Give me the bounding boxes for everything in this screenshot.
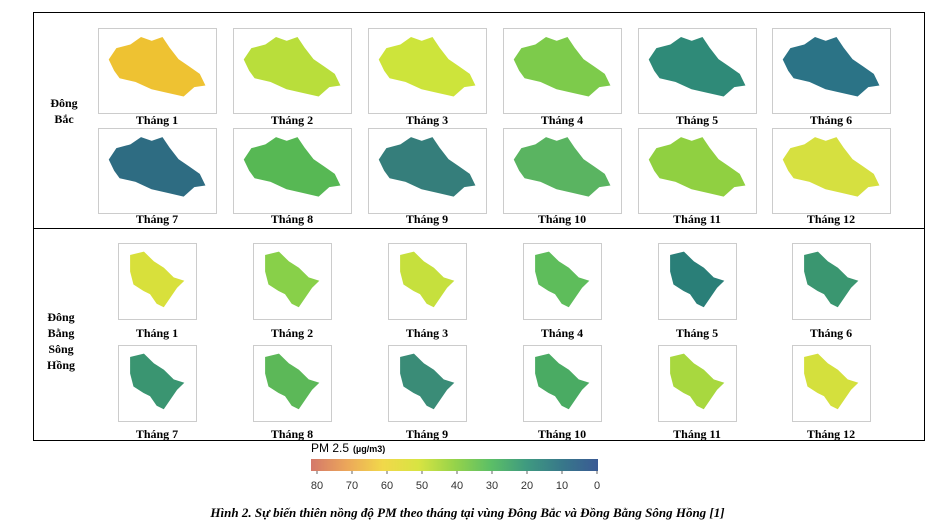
region-label: Đông Bắc <box>50 96 78 126</box>
panel-frame <box>33 12 925 441</box>
map-area <box>782 137 880 197</box>
month-label: Tháng 9 <box>406 427 448 441</box>
map-area <box>108 37 206 97</box>
month-label: Tháng 8 <box>271 212 313 226</box>
colorbar-tick-label: 20 <box>521 480 533 492</box>
month-label: Tháng 2 <box>271 326 313 340</box>
month-label: Tháng 6 <box>810 326 852 340</box>
map-area <box>265 353 320 410</box>
month-label: Tháng 6 <box>810 113 852 127</box>
colorbar-tick-label: 40 <box>451 480 463 492</box>
colorbar-tick-label: 80 <box>311 480 323 492</box>
map-area <box>130 353 185 410</box>
colorbar-unit: (µg/m3) <box>353 444 385 454</box>
month-label: Tháng 9 <box>406 212 448 226</box>
map-area <box>243 37 341 97</box>
month-label: Tháng 12 <box>807 212 855 226</box>
map-area <box>535 353 590 410</box>
map-area <box>670 353 725 410</box>
month-label: Tháng 12 <box>807 427 855 441</box>
colorbar-title-text: PM 2.5 <box>311 441 349 455</box>
map-area <box>378 37 476 97</box>
month-label: Tháng 11 <box>673 427 721 441</box>
colorbar-tick-label: 60 <box>381 480 393 492</box>
month-label: Tháng 3 <box>406 326 448 340</box>
caption: Hình 2. Sự biến thiên nồng độ PM theo th… <box>210 505 725 520</box>
map-area <box>535 251 590 308</box>
map-area <box>804 353 859 410</box>
month-label: Tháng 3 <box>406 113 448 127</box>
map-area <box>648 137 746 197</box>
colorbar-tick-label: 50 <box>416 480 428 492</box>
month-label: Tháng 4 <box>541 113 583 127</box>
month-label: Tháng 5 <box>676 113 718 127</box>
month-label: Tháng 2 <box>271 113 313 127</box>
month-label: Tháng 4 <box>541 326 583 340</box>
month-label: Tháng 7 <box>136 427 178 441</box>
month-label: Tháng 7 <box>136 212 178 226</box>
map-area <box>108 137 206 197</box>
month-label: Tháng 1 <box>136 113 178 127</box>
month-label: Tháng 11 <box>673 212 721 226</box>
map-area <box>265 251 320 308</box>
colorbar-tick-label: 0 <box>594 480 600 492</box>
map-area <box>130 251 185 308</box>
month-label: Tháng 10 <box>538 212 586 226</box>
map-area <box>243 137 341 197</box>
month-label: Tháng 8 <box>271 427 313 441</box>
map-area <box>670 251 725 308</box>
map-area <box>378 137 476 197</box>
colorbar-title: PM 2.5 (µg/m3) <box>311 441 385 455</box>
map-area <box>513 137 611 197</box>
map-area <box>513 37 611 97</box>
month-label: Tháng 10 <box>538 427 586 441</box>
colorbar <box>311 459 598 471</box>
colorbar-tick-label: 70 <box>346 480 358 492</box>
region-label: Đông Bằng Sông Hồng <box>46 310 75 372</box>
map-area <box>804 251 859 308</box>
month-label: Tháng 5 <box>676 326 718 340</box>
map-area <box>400 353 455 410</box>
month-label: Tháng 1 <box>136 326 178 340</box>
map-area <box>648 37 746 97</box>
colorbar-tick-label: 30 <box>486 480 498 492</box>
map-area <box>782 37 880 97</box>
map-area <box>400 251 455 308</box>
colorbar-tick-label: 10 <box>556 480 568 492</box>
